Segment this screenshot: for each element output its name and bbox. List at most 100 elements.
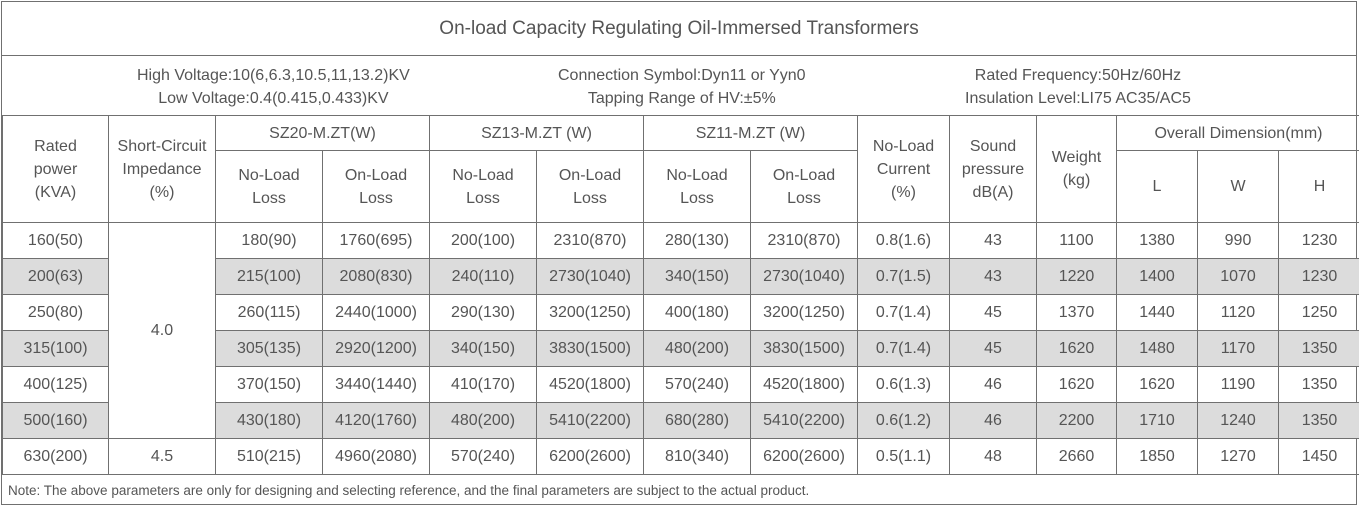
- cell-sz13-on-load: 4520(1800): [536, 366, 644, 403]
- header-group-sz20: SZ20-M.ZT(W): [215, 115, 430, 151]
- cell-sz20-on-load: 2080(830): [322, 258, 430, 295]
- cell-sz20-on-load: 3440(1440): [322, 366, 430, 403]
- header-sz11-on-load-loss: On-Load Loss: [750, 150, 858, 223]
- cell-weight: 2660: [1036, 438, 1117, 475]
- cell-sz20-no-load: 370(150): [215, 366, 323, 403]
- cell-sz20-no-load: 430(180): [215, 402, 323, 439]
- cell-rated-power: 400(125): [2, 366, 109, 403]
- cell-sz11-on-load: 6200(2600): [750, 438, 858, 475]
- cell-sz20-on-load: 2920(1200): [322, 330, 430, 367]
- header-sound-pressure: Sound pressure dB(A): [949, 115, 1037, 223]
- cell-no-load-current: 0.8(1.6): [857, 222, 950, 259]
- insulation-level-spec: Insulation Level:LI75 AC35/AC5: [965, 90, 1191, 107]
- cell-l: 1710: [1116, 402, 1198, 439]
- header-dim-l: L: [1116, 150, 1198, 223]
- cell-w: 1120: [1197, 294, 1279, 331]
- cell-l: 1400: [1116, 258, 1198, 295]
- header-weight: Weight (kg): [1036, 115, 1117, 223]
- cell-sound: 45: [949, 294, 1037, 331]
- spec-summary: High Voltage:10(6,6.3,10.5,11,13.2)KV Lo…: [2, 56, 1356, 116]
- cell-h: 1350: [1278, 330, 1359, 367]
- cell-sz20-no-load: 180(90): [215, 222, 323, 259]
- cell-sz13-on-load: 6200(2600): [536, 438, 644, 475]
- header-no-load-current: No-Load Current (%): [857, 115, 950, 223]
- cell-sz11-no-load: 400(180): [643, 294, 751, 331]
- cell-sz20-on-load: 2440(1000): [322, 294, 430, 331]
- table-row: 630(200) 4.5 510(215) 4960(2080) 570(240) 620…: [2, 438, 1359, 475]
- cell-no-load-current: 0.6(1.3): [857, 366, 950, 403]
- header-dim-h: H: [1278, 150, 1359, 223]
- cell-sz11-on-load: 3830(1500): [750, 330, 858, 367]
- cell-sz11-no-load: 810(340): [643, 438, 751, 475]
- connection-specs: Connection Symbol:Dyn11 or Yyn0 Tapping …: [558, 64, 806, 110]
- cell-h: 1230: [1278, 222, 1359, 259]
- rated-frequency-spec: Rated Frequency:50Hz/60Hz: [974, 67, 1182, 84]
- cell-weight: 1620: [1036, 366, 1117, 403]
- cell-sz20-on-load: 1760(695): [322, 222, 430, 259]
- cell-w: 1240: [1197, 402, 1279, 439]
- cell-weight: 1370: [1036, 294, 1117, 331]
- cell-rated-power: 160(50): [2, 222, 109, 259]
- cell-sz13-no-load: 200(100): [429, 222, 537, 259]
- footnote: Note: The above parameters are only for …: [8, 483, 810, 498]
- tapping-range-spec: Tapping Range of HV:±5%: [587, 90, 776, 107]
- cell-sound: 43: [949, 258, 1037, 295]
- sheet-title: On-load Capacity Regulating Oil-Immersed…: [2, 2, 1356, 56]
- cell-weight: 1100: [1036, 222, 1117, 259]
- cell-h: 1230: [1278, 258, 1359, 295]
- table-row: 400(125) 370(150) 3440(1440) 410(170) 4520(1…: [2, 366, 1359, 403]
- cell-sz13-no-load: 340(150): [429, 330, 537, 367]
- header-row-2: No-Load Loss On-Load Loss No-Load Loss On-L…: [3, 150, 1359, 223]
- header-row-1: Rated power (KVA) Short-Circuit Impedance (%…: [2, 115, 1359, 223]
- cell-sz13-no-load: 570(240): [429, 438, 537, 475]
- cell-sound: 43: [949, 222, 1037, 259]
- cell-sound: 48: [949, 438, 1037, 475]
- cell-sz11-no-load: 340(150): [643, 258, 751, 295]
- low-voltage-spec: Low Voltage:0.4(0.415,0.433)KV: [158, 90, 389, 107]
- table-row: 200(63) 215(100) 2080(830) 240(110) 2730(104…: [2, 258, 1359, 295]
- voltage-specs: High Voltage:10(6,6.3,10.5,11,13.2)KV Lo…: [137, 64, 410, 110]
- cell-sz13-on-load: 5410(2200): [536, 402, 644, 439]
- cell-l: 1850: [1116, 438, 1198, 475]
- cell-impedance: 4.5: [108, 438, 216, 475]
- cell-l: 1620: [1116, 366, 1198, 403]
- cell-sz11-on-load: 5410(2200): [750, 402, 858, 439]
- cell-sz13-no-load: 410(170): [429, 366, 537, 403]
- cell-w: 1070: [1197, 258, 1279, 295]
- cell-sz20-on-load: 4120(1760): [322, 402, 430, 439]
- frequency-specs: Rated Frequency:50Hz/60Hz Insulation Lev…: [965, 64, 1191, 110]
- cell-weight: 2200: [1036, 402, 1117, 439]
- cell-no-load-current: 0.7(1.5): [857, 258, 950, 295]
- header-group-sz13: SZ13-M.ZT (W): [429, 115, 644, 151]
- cell-sz13-on-load: 2310(870): [536, 222, 644, 259]
- cell-sz13-on-load: 2730(1040): [536, 258, 644, 295]
- cell-sz11-on-load: 4520(1800): [750, 366, 858, 403]
- cell-weight: 1220: [1036, 258, 1117, 295]
- connection-symbol-spec: Connection Symbol:Dyn11 or Yyn0: [558, 67, 806, 84]
- cell-sound: 45: [949, 330, 1037, 367]
- cell-sz13-no-load: 240(110): [429, 258, 537, 295]
- high-voltage-spec: High Voltage:10(6,6.3,10.5,11,13.2)KV: [137, 67, 410, 84]
- cell-sz11-on-load: 2730(1040): [750, 258, 858, 295]
- cell-sz13-no-load: 480(200): [429, 402, 537, 439]
- cell-sz11-on-load: 3200(1250): [750, 294, 858, 331]
- cell-l: 1380: [1116, 222, 1198, 259]
- cell-impedance: 4.0: [108, 222, 216, 439]
- cell-weight: 1620: [1036, 330, 1117, 367]
- table-row: 315(100) 305(135) 2920(1200) 340(150) 3830(1…: [2, 330, 1359, 367]
- cell-h: 1250: [1278, 294, 1359, 331]
- header-sz20-on-load-loss: On-Load Loss: [322, 150, 430, 223]
- header-group-sz11: SZ11-M.ZT (W): [643, 115, 858, 151]
- cell-sz20-no-load: 510(215): [215, 438, 323, 475]
- header-sz11-no-load-loss: No-Load Loss: [643, 150, 751, 223]
- header-sz20-no-load-loss: No-Load Loss: [215, 150, 323, 223]
- header-rated-power: Rated power (KVA): [2, 115, 109, 223]
- cell-sz13-on-load: 3200(1250): [536, 294, 644, 331]
- cell-sz13-on-load: 3830(1500): [536, 330, 644, 367]
- table-row: 160(50) 4.0 180(90) 1760(695) 200(100) 2310(8…: [2, 222, 1359, 439]
- cell-sound: 46: [949, 366, 1037, 403]
- cell-sz11-no-load: 680(280): [643, 402, 751, 439]
- header-overall-dimension: Overall Dimension(mm): [1116, 115, 1359, 151]
- cell-sound: 46: [949, 402, 1037, 439]
